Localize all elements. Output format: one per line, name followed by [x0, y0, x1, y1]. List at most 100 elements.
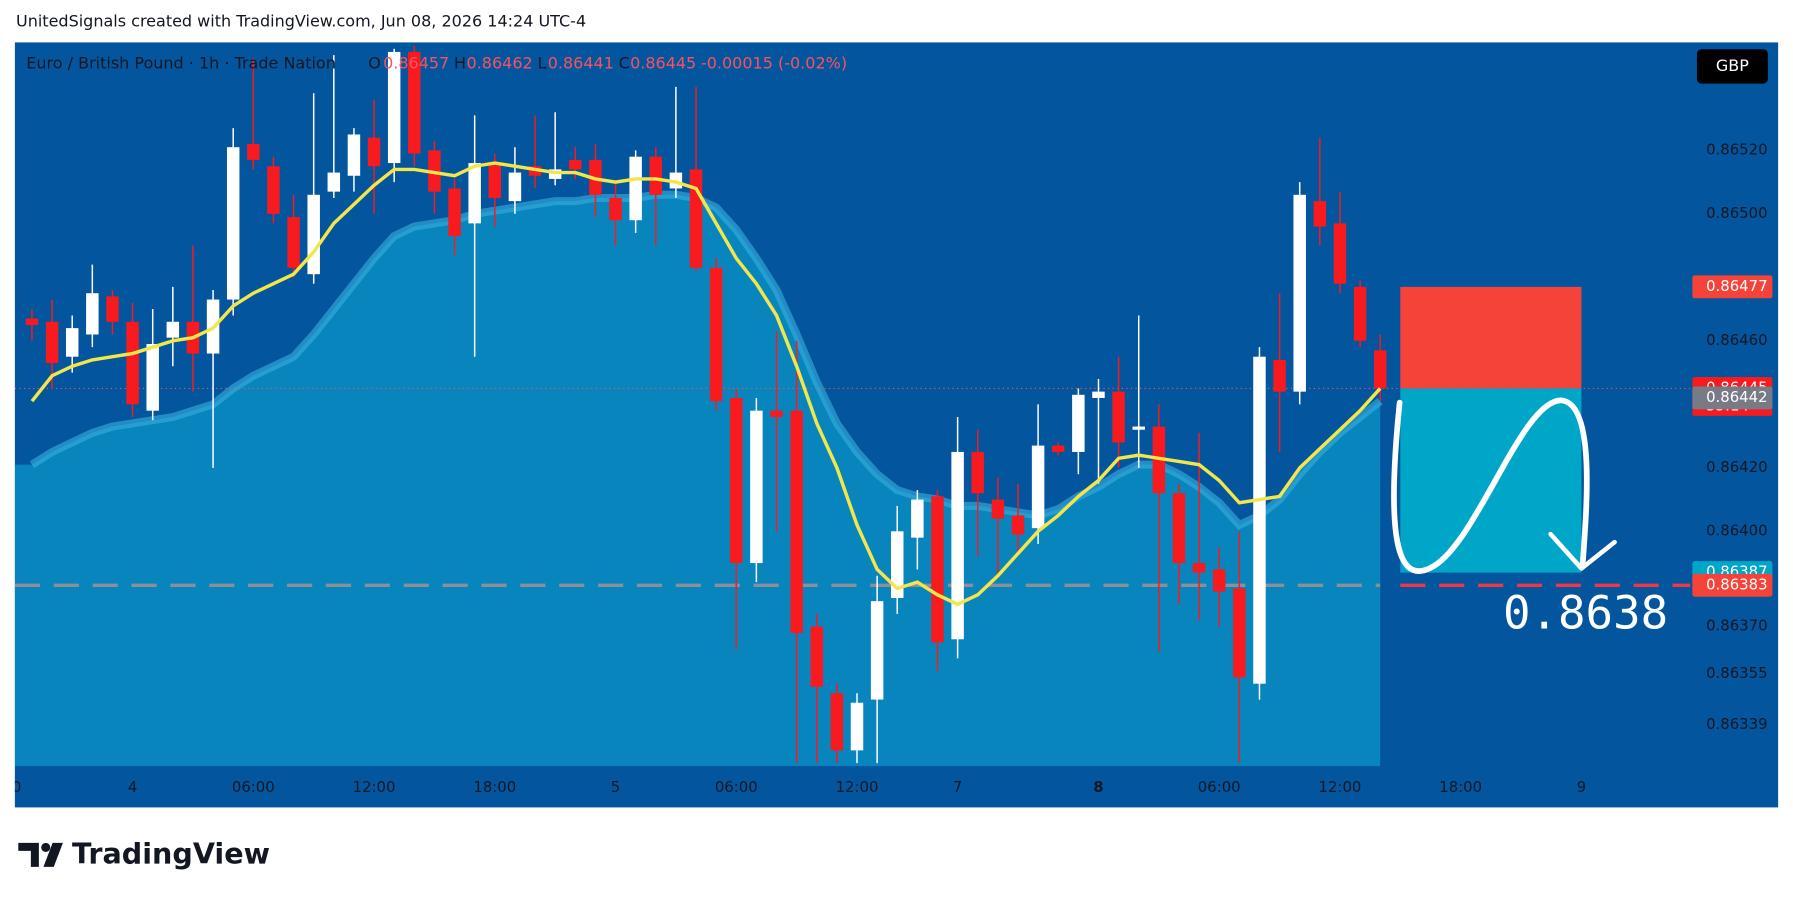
y-tick-label: 0.86420 — [1706, 458, 1767, 476]
legend-c: C — [619, 54, 630, 73]
legend-h: H — [454, 54, 466, 73]
candle-body — [629, 156, 642, 221]
brand-logo — [18, 842, 63, 867]
candle-body — [1212, 569, 1226, 592]
candle-body — [86, 293, 99, 335]
currency-button[interactable] — [1696, 49, 1768, 84]
candle-body — [1172, 493, 1186, 564]
legend-l: L — [537, 54, 546, 73]
time-axis: 00 4 06:00 12:00 18:00 5 06:00 12:00 7 8 06:00 12:0… — [2, 778, 1586, 796]
candle-body — [649, 156, 663, 195]
y-tick-label: 0.86355 — [1706, 664, 1767, 682]
x-tick-label: 5 — [611, 778, 620, 796]
candle-body — [468, 163, 481, 224]
x-tick-label: 06:00 — [232, 778, 275, 796]
ma-area — [14, 194, 1381, 767]
candle-body — [1293, 194, 1306, 392]
y-tick-label: 0.86370 — [1706, 617, 1767, 635]
legend-change: -0.00015 (-0.02%) — [701, 54, 847, 73]
candle-body — [991, 499, 1005, 519]
candle-body — [730, 397, 743, 564]
candle-body — [488, 163, 502, 198]
candle-body — [891, 531, 904, 598]
candle-body — [911, 499, 924, 538]
candle-body — [1353, 286, 1367, 341]
candle-body — [709, 267, 723, 402]
candle-body — [750, 410, 763, 564]
candle-body — [307, 194, 320, 275]
legend-h-value: 0.86462 — [467, 54, 533, 73]
x-tick-label: 00 — [2, 778, 21, 796]
legend-c-value: 0.86445 — [630, 54, 696, 73]
candle-body — [347, 134, 361, 176]
candle-body — [267, 166, 280, 214]
x-tick-label: 9 — [1577, 778, 1586, 796]
legend-o: O — [368, 54, 381, 73]
plot — [14, 45, 1691, 767]
legend-l-value: 0.86441 — [548, 54, 614, 73]
price-label-bg — [1692, 573, 1773, 597]
candle-body — [1132, 426, 1145, 430]
candle-body — [1233, 588, 1246, 678]
drawn-curve — [1391, 397, 1590, 574]
legend-o-value: 0.86457 — [383, 54, 449, 73]
candle-body — [65, 328, 79, 357]
y-tick-label: 0.86339 — [1706, 715, 1767, 733]
x-tick-label: 4 — [128, 778, 137, 796]
candle-body — [1373, 350, 1387, 389]
candle-body — [971, 451, 984, 494]
candle-body — [1253, 356, 1266, 684]
x-tick-label: 12:00 — [353, 778, 396, 796]
candle-body — [408, 51, 421, 154]
candle-body — [106, 296, 119, 322]
drawn-arrow — [1548, 531, 1617, 571]
candle-body — [1333, 223, 1347, 284]
candle-body — [45, 321, 59, 364]
candle-body — [850, 702, 864, 751]
target-zone — [1400, 388, 1582, 573]
candle-body — [931, 496, 944, 643]
candle-body — [367, 137, 381, 167]
candle-body — [1051, 445, 1065, 452]
candle-body — [448, 188, 461, 237]
candle-body — [870, 601, 884, 700]
candle-body — [1192, 563, 1206, 573]
brand-name: TradingView — [72, 836, 270, 870]
candle-body — [126, 321, 139, 405]
candle-body — [1112, 391, 1125, 443]
x-tick-label: 06:00 — [715, 778, 758, 796]
price-label-bg — [1692, 386, 1773, 410]
candle-body — [387, 51, 401, 164]
target-text: 0.8638 — [1503, 587, 1668, 640]
candle-body — [1011, 515, 1025, 535]
overlay: 0.8638 0.86520 0.86500 0.86460 0.86420 0.8640… — [1400, 140, 1773, 733]
attribution: UnitedSignals created with TradingView.c… — [16, 11, 586, 30]
candle-body — [569, 159, 582, 170]
price-label-bg — [1692, 275, 1773, 299]
x-tick-label: 7 — [953, 778, 962, 796]
x-tick-label: 8 — [1093, 778, 1103, 796]
x-tick-label: 18:00 — [473, 778, 516, 796]
y-tick-label: 0.86460 — [1706, 331, 1767, 349]
candle-body — [287, 217, 300, 268]
candle-body — [689, 169, 703, 268]
y-tick-label: 0.86400 — [1706, 521, 1767, 539]
symbol-title: Euro / British Pound · 1h · Trade Nation — [26, 54, 336, 73]
candle-body — [830, 693, 844, 751]
candle-body — [146, 344, 159, 411]
candle-body — [810, 626, 823, 687]
candle-body — [1072, 394, 1085, 452]
x-tick-label: 12:00 — [1319, 778, 1362, 796]
candle-body — [508, 172, 522, 202]
candle-body — [247, 144, 260, 160]
candle-body — [1092, 391, 1105, 398]
candle-body — [790, 410, 803, 633]
currency-label[interactable]: GBP — [1716, 56, 1749, 75]
candle-body — [1273, 359, 1286, 392]
x-tick-label: 18:00 — [1439, 778, 1482, 796]
candle-body — [1313, 201, 1327, 227]
y-tick-label: 0.86500 — [1706, 204, 1767, 222]
candle-body — [609, 197, 622, 221]
